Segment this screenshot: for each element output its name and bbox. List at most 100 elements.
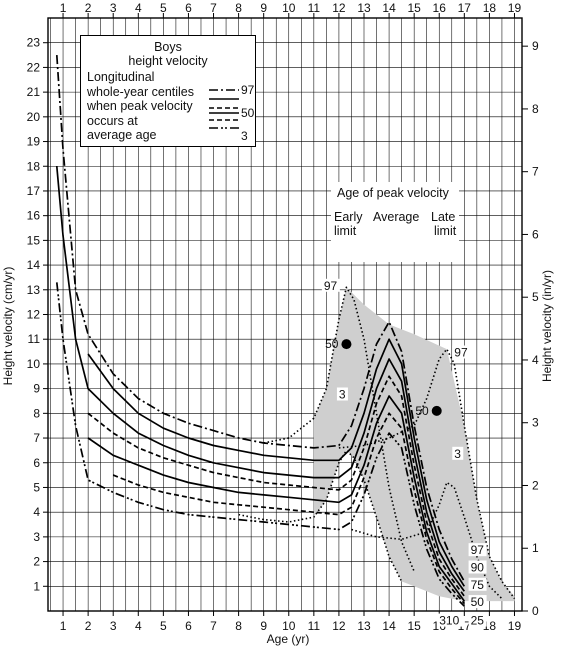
curve-label: 97 [471,543,485,557]
x-tick-label: 10 [282,619,296,633]
y-tick-label: 7 [33,431,40,445]
y-tick-label: 4 [33,505,40,519]
series-line-early-3 [238,449,403,582]
curve-label-bg [468,543,487,557]
peak-marker-50 [341,339,352,350]
y-right-tick-label: 4 [532,353,539,367]
legend-label-97: 97 [241,83,255,97]
y-tick-label: 18 [27,159,41,173]
peak-box-early-1: Early [334,210,363,224]
x-tick-label: 13 [357,619,371,633]
markers [341,339,442,416]
y-tick-label: 1 [33,579,40,593]
x-tick-label-top: 16 [433,1,447,15]
y-tick-label: 8 [33,406,40,420]
x-tick-label-top: 2 [85,1,92,15]
y-tick-label: 3 [33,530,40,544]
y-tick-label: 21 [27,85,41,99]
x-tick-label-top: 6 [185,1,192,15]
x-tick-label-top: 9 [260,1,267,15]
peak-marker-label: 50 [415,404,429,418]
legend-desc-line-1: Longitudinal [87,70,155,84]
x-tick-label: 8 [235,619,242,633]
curve-label: 3 [454,447,461,461]
curve-label: 90 [471,560,485,574]
curve-label-bg [468,613,487,627]
curve-label-bg [321,278,340,292]
curve-label-bg [468,560,487,574]
curve-label: 310 [439,614,459,628]
curve-label: 25 [471,614,485,628]
series-lines [55,55,516,607]
curve-label-bg [336,387,348,401]
x-tick-label: 15 [407,619,421,633]
y-tick-label: 5 [33,480,40,494]
y-tick-label: 16 [27,209,41,223]
series-line-early-97 [263,286,415,572]
legend-description: Longitudinal whole-year centiles when pe… [87,70,194,143]
x-tick-label: 5 [160,619,167,633]
y-right-tick-label: 9 [532,39,539,53]
x-tick-label: 12 [332,619,346,633]
y-right-tick-label: 3 [532,416,539,430]
y-axis-label-right: Height velocity (in/yr) [540,270,554,382]
curve-label-bg [468,595,487,609]
x-tick-label-top: 15 [407,1,421,15]
series-line-10 [112,412,465,605]
legend-label-50: 50 [241,106,255,120]
peak-box-late-1: Late [431,210,456,224]
peak-marker-label: 50 [325,337,339,351]
y-tick-label: 17 [27,184,41,198]
shaded-peak-range [313,287,515,602]
legend-desc-line-2: whole-year centiles [87,84,194,99]
y-tick-label: 11 [28,332,41,346]
series-line-75 [55,166,465,592]
y-right-tick-label: 0 [532,604,539,618]
legend-title-line-2: height velocity [128,54,208,68]
y-tick-label: 15 [27,233,41,247]
series-line-3 [55,282,465,607]
x-tick-label-top: 4 [135,1,142,15]
y-tick-label: 10 [27,357,41,371]
y-right-tick-label: 2 [532,478,539,492]
y-tick-label: 2 [33,555,40,569]
legend-swatches: 97 50 3 [209,83,255,143]
x-tick-label-top: 11 [308,1,321,15]
y-tick-label: 23 [27,36,41,50]
y-tick-label: 19 [27,135,41,149]
x-tick-label: 4 [135,619,142,633]
legend-title-line-1: Boys [154,40,182,54]
curve-label-bg [452,446,464,460]
curve-label: 3 [339,388,346,402]
y-axis-label-left: Height velocity (cm/yr) [1,267,15,386]
y-right-tick-label: 8 [532,102,539,116]
x-tick-label-top: 12 [332,1,346,15]
y-tick-label: 12 [27,308,41,322]
y-tick-label: 20 [27,110,41,124]
series-line-90 [87,338,466,587]
x-tick-label-top: 18 [483,1,497,15]
x-tick-label: 14 [382,619,396,633]
curve-label: 50 [471,595,485,609]
y-tick-label: 13 [27,283,41,297]
peak-marker-50 [431,405,442,416]
curve-label: 97 [324,279,338,293]
legend-desc-line-5: average age [87,128,157,142]
curve-label: 75 [471,578,485,592]
y-tick-label: 9 [33,382,40,396]
x-tick-label: 9 [260,619,267,633]
peak-box-late-2: limit [434,224,457,238]
peak-velocity-box: Age of peak velocity Early limit Average… [331,182,459,262]
x-tick-label-top: 8 [235,1,242,15]
x-tick-label: 11 [308,619,321,633]
y-tick-label: 6 [33,456,40,470]
x-tick-label-top: 1 [60,1,67,15]
x-tick-label: 3 [110,619,117,633]
y-tick-label: 22 [27,60,41,74]
x-tick-label-top: 14 [382,1,396,15]
x-tick-label-top: 17 [458,1,472,15]
x-tick-label: 1 [60,619,67,633]
curve-label-bg [452,345,471,359]
curve-labels: 97 3 97 3 97 90 75 50 25 310 50 50 [321,278,487,628]
